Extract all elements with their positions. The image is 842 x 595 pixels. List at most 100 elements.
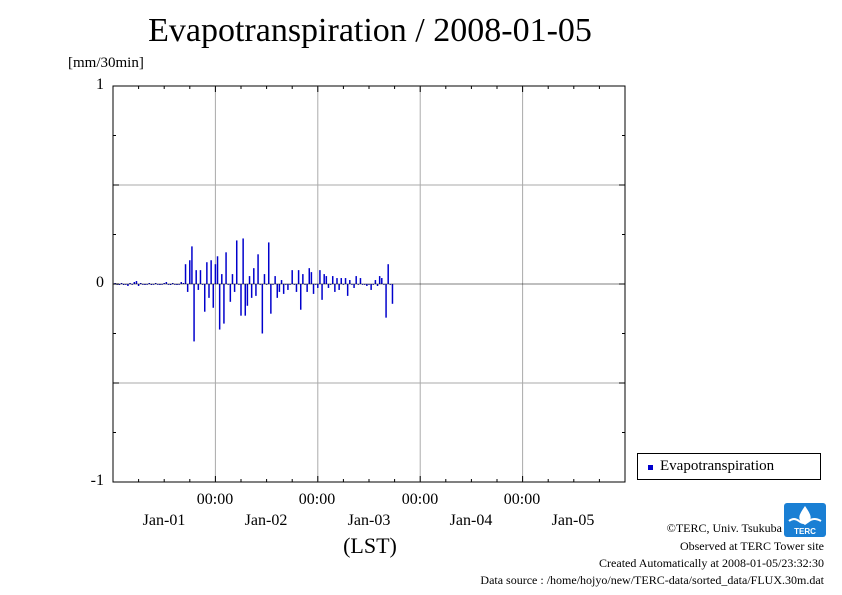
data-bar [349,280,351,284]
data-bar [312,284,315,294]
data-bar [193,284,195,342]
data-bar [357,284,360,285]
data-bar [291,270,293,284]
data-bar [308,268,311,284]
data-bar [148,283,151,284]
data-bar [120,283,123,284]
data-bar [253,268,255,284]
data-bar [225,252,227,284]
data-bar [133,282,136,284]
data-bar [389,284,392,285]
data-source-text: Data source : /home/hojyo/new/TERC-data/… [480,573,824,587]
data-bar [250,284,253,298]
series-bars [114,238,394,342]
data-bar [157,284,159,285]
data-bar [338,284,340,290]
data-bar [383,284,385,285]
data-bar [321,284,323,300]
y-tick-label: -1 [90,472,104,489]
x-date-label: Jan-03 [347,512,391,529]
data-bar [242,238,244,284]
data-bar [376,284,379,286]
data-bar [152,284,155,285]
data-bar [127,284,129,286]
data-bar [293,284,296,285]
x-date-label: Jan-05 [551,512,595,529]
data-bar [355,276,357,284]
x-axis-label: (LST) [343,533,397,558]
data-bar [212,284,215,308]
data-bar [246,284,249,306]
data-bar [310,272,313,284]
data-bar [270,284,272,314]
data-bar [171,283,174,284]
y-axis-unit-label: [mm/30min] [68,55,144,71]
data-bar [272,284,274,285]
data-bar [167,284,170,285]
data-bar [342,284,345,285]
data-bar [208,284,210,298]
data-bar [287,284,289,290]
data-bar [135,281,138,284]
x-time-label: 00:00 [503,491,541,508]
data-bar [142,284,144,285]
data-bar [327,284,330,288]
legend: Evapotranspiration [637,453,821,480]
data-bar [184,264,187,284]
data-bar [195,270,197,284]
data-bar [129,283,131,284]
data-bar [306,284,308,292]
terc-logo-icon: TERC [784,503,826,537]
data-bar [351,284,353,285]
data-bar [387,264,389,284]
data-bar [276,284,279,298]
data-bar [255,284,257,296]
data-bar [248,276,251,284]
data-bar [240,284,242,316]
x-date-label: Jan-04 [449,512,493,529]
data-bar [227,284,229,285]
data-bar [163,283,165,284]
data-bar [372,284,375,285]
data-bar [144,284,146,285]
data-bar [229,284,232,302]
data-bar [154,283,157,284]
data-bar [161,284,163,285]
chart-title: Evapotranspiration / 2008-01-05 [148,12,592,49]
legend-swatch [648,465,653,470]
data-bar [285,284,287,285]
data-bar [131,284,133,285]
data-bar [125,284,127,285]
data-bar [199,270,202,284]
data-bar [378,276,381,284]
data-bar [214,264,217,284]
data-bar [201,284,204,285]
data-bar [317,284,319,288]
x-date-label: Jan-02 [244,512,288,529]
data-bar [176,284,178,285]
data-bar [206,262,208,284]
data-bar [221,274,223,284]
observed-text: Observed at TERC Tower site [679,539,824,553]
data-bar [146,284,148,285]
data-bar [278,284,281,292]
data-bar [374,280,377,284]
data-bar [368,284,370,285]
data-bar [169,284,172,285]
data-bar [363,284,366,285]
data-bar [282,284,285,294]
data-bar [178,284,180,285]
data-bar [361,284,364,285]
created-text: Created Automatically at 2008-01-05/23:3… [599,556,824,570]
data-bar [259,284,261,285]
data-bar [359,278,362,284]
data-bar [319,270,321,284]
data-bar [244,284,247,316]
data-bar [391,284,394,304]
data-bar [299,284,302,310]
data-bar [233,284,236,292]
data-bar [197,284,200,290]
data-bar [366,284,368,286]
data-bar [186,284,189,292]
data-bar [334,284,336,292]
